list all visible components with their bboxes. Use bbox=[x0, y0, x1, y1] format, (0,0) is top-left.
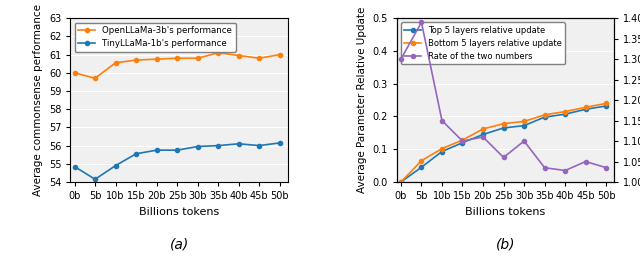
Bottom 5 layers relative update bbox=[500, 122, 508, 125]
OpenLLaMa-3b's performance bbox=[214, 51, 222, 54]
TinyLLaMa-1b's performance bbox=[214, 144, 222, 147]
TinyLLaMa-1b's performance bbox=[132, 152, 140, 155]
Top 5 layers relative update bbox=[541, 116, 548, 119]
Rate of the two numbers bbox=[397, 57, 404, 61]
Top 5 layers relative update bbox=[459, 141, 467, 144]
Rate of the two numbers bbox=[582, 160, 589, 163]
Legend: OpenLLaMa-3b's performance, TinyLLaMa-1b's performance: OpenLLaMa-3b's performance, TinyLLaMa-1b… bbox=[75, 23, 236, 52]
Top 5 layers relative update bbox=[582, 108, 589, 111]
TinyLLaMa-1b's performance bbox=[173, 149, 181, 152]
Bottom 5 layers relative update bbox=[459, 139, 467, 142]
OpenLLaMa-3b's performance bbox=[70, 71, 78, 74]
Bottom 5 layers relative update bbox=[479, 127, 487, 131]
Y-axis label: Average commonsense performance: Average commonsense performance bbox=[33, 4, 44, 196]
Line: Top 5 layers relative update: Top 5 layers relative update bbox=[399, 104, 608, 184]
TinyLLaMa-1b's performance bbox=[255, 144, 263, 147]
Rate of the two numbers bbox=[541, 166, 548, 169]
Rate of the two numbers bbox=[520, 139, 528, 142]
Top 5 layers relative update bbox=[438, 150, 446, 153]
TinyLLaMa-1b's performance bbox=[153, 149, 161, 152]
TinyLLaMa-1b's performance bbox=[235, 142, 243, 145]
Y-axis label: Average Parameter Relative Update: Average Parameter Relative Update bbox=[357, 7, 367, 193]
Top 5 layers relative update bbox=[397, 180, 404, 184]
TinyLLaMa-1b's performance bbox=[70, 165, 78, 168]
Bottom 5 layers relative update bbox=[602, 102, 610, 105]
OpenLLaMa-3b's performance bbox=[194, 57, 202, 60]
OpenLLaMa-3b's performance bbox=[153, 58, 161, 61]
Top 5 layers relative update bbox=[417, 166, 425, 169]
Text: (b): (b) bbox=[496, 238, 515, 252]
Bottom 5 layers relative update bbox=[582, 106, 589, 109]
Bottom 5 layers relative update bbox=[417, 159, 425, 162]
OpenLLaMa-3b's performance bbox=[255, 57, 263, 60]
TinyLLaMa-1b's performance bbox=[112, 164, 120, 167]
OpenLLaMa-3b's performance bbox=[132, 58, 140, 62]
Bottom 5 layers relative update bbox=[520, 120, 528, 123]
Rate of the two numbers bbox=[479, 135, 487, 139]
OpenLLaMa-3b's performance bbox=[276, 53, 284, 56]
TinyLLaMa-1b's performance bbox=[276, 141, 284, 145]
Rate of the two numbers bbox=[459, 139, 467, 142]
Line: TinyLLaMa-1b's performance: TinyLLaMa-1b's performance bbox=[72, 141, 282, 181]
Top 5 layers relative update bbox=[500, 126, 508, 129]
Line: Bottom 5 layers relative update: Bottom 5 layers relative update bbox=[399, 101, 608, 184]
TinyLLaMa-1b's performance bbox=[91, 178, 99, 181]
Rate of the two numbers bbox=[438, 119, 446, 122]
OpenLLaMa-3b's performance bbox=[91, 77, 99, 80]
OpenLLaMa-3b's performance bbox=[235, 54, 243, 57]
X-axis label: Billions tokens: Billions tokens bbox=[465, 207, 546, 217]
Rate of the two numbers bbox=[417, 21, 425, 24]
Top 5 layers relative update bbox=[520, 124, 528, 127]
Bottom 5 layers relative update bbox=[438, 147, 446, 150]
OpenLLaMa-3b's performance bbox=[112, 61, 120, 64]
Rate of the two numbers bbox=[602, 166, 610, 169]
Rate of the two numbers bbox=[500, 156, 508, 159]
Top 5 layers relative update bbox=[602, 105, 610, 108]
Line: Rate of the two numbers: Rate of the two numbers bbox=[399, 20, 608, 173]
X-axis label: Billions tokens: Billions tokens bbox=[139, 207, 220, 217]
Text: (a): (a) bbox=[170, 238, 189, 252]
Top 5 layers relative update bbox=[561, 113, 569, 116]
Bottom 5 layers relative update bbox=[541, 113, 548, 116]
Rate of the two numbers bbox=[561, 169, 569, 172]
TinyLLaMa-1b's performance bbox=[194, 145, 202, 148]
Bottom 5 layers relative update bbox=[397, 180, 404, 184]
Bottom 5 layers relative update bbox=[561, 110, 569, 113]
Top 5 layers relative update bbox=[479, 133, 487, 136]
Legend: Top 5 layers relative update, Bottom 5 layers relative update, Rate of the two n: Top 5 layers relative update, Bottom 5 l… bbox=[401, 22, 565, 64]
Line: OpenLLaMa-3b's performance: OpenLLaMa-3b's performance bbox=[72, 51, 282, 80]
OpenLLaMa-3b's performance bbox=[173, 57, 181, 60]
